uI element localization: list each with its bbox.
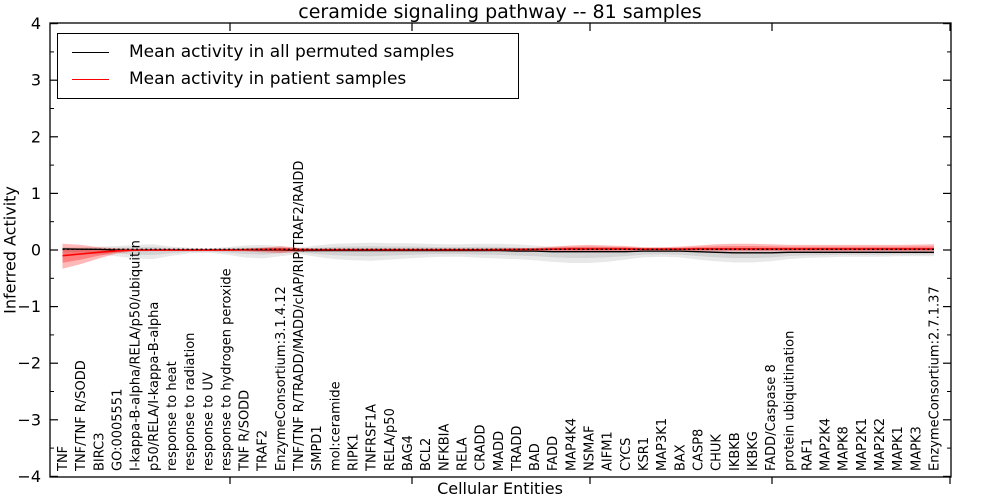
entity-label: TRAF2 bbox=[256, 430, 271, 472]
entity-label: FADD/Caspase 8 bbox=[764, 364, 779, 471]
entity-label: EnzymeConsortium:2.7.1.37 bbox=[928, 286, 943, 471]
entity-label: BAD bbox=[528, 443, 543, 471]
entity-label: CRADD bbox=[474, 425, 489, 472]
entity-label: TNF R/SODD bbox=[238, 390, 253, 472]
entity-label: BAG4 bbox=[401, 435, 416, 471]
entity-label: response to radiation bbox=[183, 333, 198, 471]
entity-label: MAP2K1 bbox=[855, 418, 870, 471]
entity-label: BAX bbox=[673, 444, 688, 471]
x-axis-label: Cellular Entities bbox=[437, 479, 563, 498]
entity-label: AIFM1 bbox=[601, 431, 616, 471]
legend-label-patient: Mean activity in patient samples bbox=[129, 69, 407, 89]
entity-label: BIRC3 bbox=[92, 433, 107, 472]
legend: Mean activity in all permuted samples Me… bbox=[57, 33, 519, 99]
chart-title: ceramide signaling pathway -- 81 samples bbox=[298, 1, 702, 23]
y-tick-label: −3 bbox=[17, 410, 41, 429]
entity-label: TNF/TNF R/SODD bbox=[74, 360, 89, 472]
entity-label: TNF bbox=[56, 446, 71, 472]
entity-label: TNFRSF1A bbox=[365, 404, 380, 472]
permuted-band-outer bbox=[62, 242, 934, 263]
y-axis-label: Inferred Activity bbox=[0, 186, 20, 314]
entity-label: MAPK3 bbox=[909, 426, 924, 471]
entity-label: FADD bbox=[546, 436, 561, 471]
entity-label: EnzymeConsortium:3.1.4.12 bbox=[274, 286, 289, 471]
entity-label: MAP2K4 bbox=[819, 418, 834, 471]
entity-label: response to UV bbox=[201, 372, 216, 471]
entity-label: CHUK bbox=[710, 434, 725, 471]
patient-mean-line bbox=[62, 248, 934, 257]
legend-label-permuted: Mean activity in all permuted samples bbox=[129, 42, 455, 62]
entity-label: I-kappa-B-alpha/RELA/p50/ubiquitin bbox=[129, 240, 144, 471]
entity-label: SMPD1 bbox=[310, 425, 325, 471]
entity-label: GO:0005551 bbox=[110, 389, 125, 471]
entity-label: RIPK1 bbox=[347, 433, 362, 471]
y-tick-label: 2 bbox=[31, 127, 41, 146]
entity-label: MAP3K1 bbox=[655, 418, 670, 471]
legend-item-patient: Mean activity in patient samples bbox=[72, 69, 504, 89]
entity-label: RELA bbox=[455, 437, 470, 471]
entity-label: response to heat bbox=[165, 361, 180, 471]
entity-label: CASP8 bbox=[691, 429, 706, 471]
y-tick-label: 4 bbox=[31, 14, 41, 33]
entity-label: RELA/p50 bbox=[383, 408, 398, 471]
y-tick-label: 1 bbox=[31, 184, 41, 203]
permuted-line-swatch bbox=[72, 51, 109, 53]
entity-label: TRADD bbox=[510, 426, 525, 472]
y-tick-label: −4 bbox=[17, 467, 41, 486]
legend-item-permuted: Mean activity in all permuted samples bbox=[72, 42, 504, 62]
entity-label: response to hydrogen peroxide bbox=[219, 268, 234, 471]
entity-label: MAP4K4 bbox=[564, 418, 579, 471]
entity-label: IKBKG bbox=[746, 431, 761, 471]
y-tick-label: −1 bbox=[17, 297, 41, 316]
entity-label: KSR1 bbox=[637, 437, 652, 471]
entity-label: MAPK8 bbox=[837, 426, 852, 471]
y-tick-label: 0 bbox=[31, 241, 41, 260]
entity-label: p50/RELA/I-kappa-B-alpha bbox=[147, 302, 162, 471]
entity-label: CYCS bbox=[619, 438, 634, 471]
entity-label: protein ubiquitination bbox=[782, 331, 797, 471]
entity-label: NFKBIA bbox=[437, 424, 452, 471]
entity-label: MAP2K2 bbox=[873, 418, 888, 471]
patient-line-swatch bbox=[72, 78, 109, 80]
entity-label: NSMAF bbox=[583, 425, 598, 471]
entity-label: TNF/TNF R/TRADD/MADD/cIAP/RIP/TRAF2/RAID… bbox=[292, 161, 307, 472]
entity-label: IKBKB bbox=[728, 432, 743, 471]
entity-label: BCL2 bbox=[419, 438, 434, 471]
entity-label: mol:ceramide bbox=[328, 381, 343, 471]
entity-label: RAF1 bbox=[800, 438, 815, 471]
y-tick-label: 3 bbox=[31, 71, 41, 90]
entity-label: MADD bbox=[492, 431, 507, 471]
y-tick-label: −2 bbox=[17, 354, 41, 373]
entity-label: MAPK1 bbox=[891, 426, 906, 471]
